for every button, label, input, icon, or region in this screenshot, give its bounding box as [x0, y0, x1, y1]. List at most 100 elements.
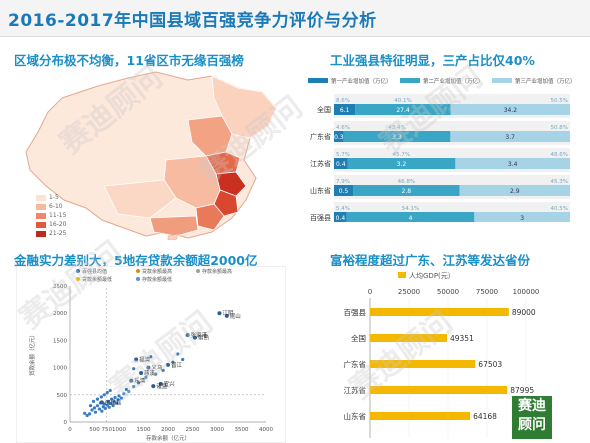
industry-legend-label: 第三产业增加值（万亿） [515, 77, 576, 85]
wealth-value-label: 49351 [450, 334, 474, 343]
finance-scatter-point [93, 410, 98, 414]
finance-scatter-point [106, 399, 110, 403]
section-title-region: 区域分布极不均衡，11省区市无缘百强榜 [14, 53, 244, 68]
industry-share-label: 48.6% [551, 152, 568, 158]
finance-y-axis-label: 贷款余额（亿元） [28, 332, 36, 376]
industry-bar-segment [334, 131, 344, 142]
finance-scatter-point [224, 313, 229, 318]
finance-scatter-point [112, 399, 116, 403]
finance-x-tick-label: 0 [68, 427, 72, 433]
industry-value-label: 3 [520, 215, 524, 222]
finance-scatter-point [176, 352, 180, 356]
finance-scatter-point [137, 381, 141, 385]
industry-legend-label: 第一产业增加值（万亿） [331, 77, 392, 85]
finance-scatter-point [149, 355, 153, 359]
finance-scatter-point [119, 396, 124, 400]
finance-scatter-point [85, 413, 89, 418]
finance-x-tick-label: 3000 [210, 427, 224, 433]
region-northeast [211, 75, 277, 139]
finance-scatter-point [105, 391, 109, 395]
finance-scatter-point [107, 405, 111, 409]
wealth-x-tick-label: 50000 [437, 288, 459, 296]
industry-share-label: 45.3% [551, 179, 568, 185]
finance-scatter-point [88, 412, 92, 416]
finance-scatter-point [113, 395, 117, 400]
logo-stamp: 赛迪顾问 [512, 396, 552, 439]
industry-share-label: 40.5% [551, 206, 568, 212]
industry-bar-segment [474, 212, 570, 222]
finance-scatter-point [154, 372, 158, 376]
finance-point-label: 晋江 [171, 362, 183, 369]
industry-value-label: 3.3 [392, 134, 402, 141]
finance-point-label: 昆山 [230, 312, 241, 320]
industry-value-label: 4 [409, 215, 413, 222]
finance-x-tick-label: 1000 [112, 427, 126, 433]
section-title-finance: 金融实力差别大，5地存贷款余额超2000亿 [14, 253, 258, 268]
wealth-legend-label: 人均GDP(元） [409, 271, 455, 280]
finance-point-label: 慈溪 [144, 369, 156, 377]
finance-scatter-point [103, 406, 107, 410]
wealth-category-label: 百强县 [344, 308, 367, 317]
industry-share-label: 40.1% [394, 98, 411, 104]
finance-point-label: 义乌 [151, 364, 163, 372]
finance-scatter-point [132, 367, 136, 371]
wealth-category-label: 江苏省 [344, 385, 367, 395]
industry-value-label: 2.9 [510, 188, 520, 195]
finance-scatter-point [88, 404, 93, 408]
industry-bar-segment [334, 104, 356, 115]
finance-scatter-point [105, 403, 109, 407]
industry-share-label: 5.7% [336, 152, 350, 158]
industry-value-label: 34.2 [504, 107, 518, 114]
finance-scatter-point [91, 399, 96, 403]
finance-scatter-point [185, 332, 190, 337]
finance-x-tick-label: 500 [89, 427, 100, 433]
finance-scatter-point [161, 368, 165, 372]
finance-scatter-point [132, 385, 136, 389]
finance-scatter-point [181, 357, 185, 362]
wealth-bar [370, 308, 509, 316]
finance-legend-marker [76, 277, 80, 281]
section-title-wealth: 富裕程度超过广东、江苏等发达省份 [330, 253, 531, 268]
wealth-bar [370, 360, 476, 368]
page-title: 2016-2017年中国县域百强竞争力评价与分析 [8, 11, 377, 31]
wealth-x-tick-label: 25000 [398, 288, 420, 296]
wealth-value-label: 87995 [510, 386, 534, 395]
industry-share-label: 8.6% [336, 98, 350, 104]
region-southwest [103, 179, 177, 219]
finance-scatter-point [192, 335, 197, 340]
finance-scatter-point [116, 398, 120, 402]
finance-scatter-point [83, 411, 87, 415]
map-legend-swatch [36, 222, 46, 228]
industry-legend-swatch [492, 78, 512, 83]
header-bar: 2016-2017年中国县域百强竞争力评价与分析 [0, 0, 590, 37]
industry-bar-segment [450, 131, 570, 142]
finance-x-axis-label: 存款余额（亿元） [146, 434, 190, 442]
region-guangdong [149, 215, 199, 237]
finance-scatter-point [97, 407, 101, 411]
wealth-value-label: 64168 [473, 412, 497, 421]
industry-value-label: 3.7 [505, 134, 515, 141]
industry-value-label: 2.8 [402, 188, 412, 195]
industry-category-label: 山东省 [310, 186, 331, 195]
map-legend-label: 6-10 [49, 203, 63, 210]
finance-point-label: 常熟 [198, 334, 210, 342]
finance-legend-label: 百强县均值 [82, 268, 107, 275]
industry-bar-segment [353, 185, 460, 196]
finance-scatter-point [92, 406, 97, 410]
map-legend-item: 11-15 [36, 212, 78, 220]
wealth-bar [370, 412, 471, 420]
industry-share-label: 43.4% [388, 125, 405, 131]
wealth-bar [370, 386, 508, 394]
region-hainan [167, 233, 179, 240]
map-legend-item: 21-25 [36, 230, 78, 238]
finance-scatter-point [124, 387, 128, 391]
industry-share-label: 54.1% [402, 206, 419, 212]
wealth-category-label: 山东省 [344, 411, 367, 421]
finance-y-tick-label: 1500 [53, 338, 67, 344]
finance-scatter-point [139, 371, 144, 376]
finance-legend-marker [136, 269, 140, 273]
finance-scatter-point [95, 397, 100, 401]
wealth-x-tick-label: 0 [368, 288, 372, 296]
map-legend-item: 6-10 [36, 203, 78, 211]
